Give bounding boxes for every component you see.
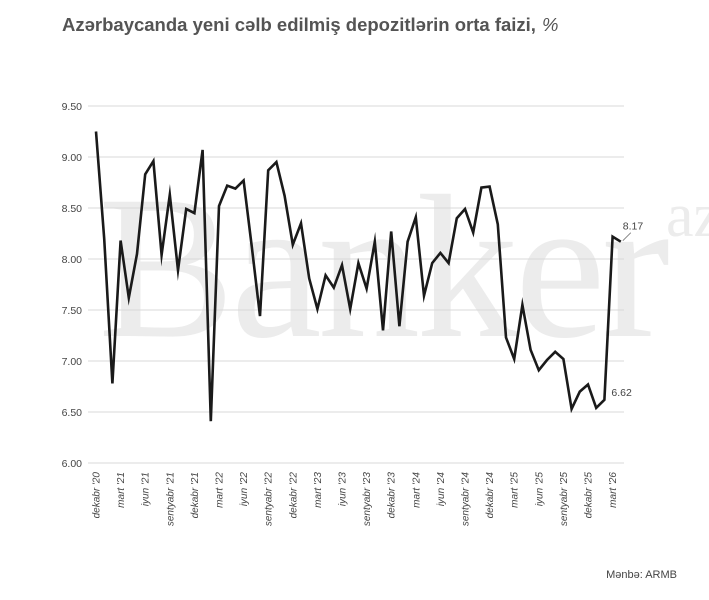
- x-tick-label: dekabr '21: [190, 472, 201, 518]
- y-tick-label: 9.50: [62, 101, 83, 113]
- chart-title-unit: %: [541, 14, 559, 35]
- annotation-leader: [622, 232, 632, 241]
- x-tick-label: sentyabr '21: [165, 472, 176, 526]
- series-line: [94, 131, 622, 422]
- x-tick-label: iyun '23: [338, 472, 349, 507]
- y-tick-label: 7.00: [62, 356, 83, 368]
- x-tick-label: dekabr '20: [92, 472, 103, 519]
- x-tick-label: mart '21: [116, 472, 127, 508]
- data-label: 8.17: [623, 221, 644, 233]
- chart-title: Azərbaycanda yeni cəlb edilmiş depozitlə…: [62, 14, 558, 36]
- x-tick-label: iyun '22: [239, 472, 250, 507]
- y-tick-label: 6.00: [62, 458, 83, 470]
- source-note: Mənbə: ARMB: [606, 569, 677, 581]
- series-layer: [94, 131, 622, 422]
- x-tick-label: dekabr '24: [485, 472, 496, 519]
- x-tick-label: dekabr '23: [387, 472, 398, 519]
- x-tick-label: mart '22: [215, 472, 226, 508]
- gridlines: [88, 105, 624, 464]
- y-tick-label: 8.50: [62, 203, 83, 215]
- watermark-suffix: az: [665, 182, 709, 250]
- x-tick-label: mart '25: [510, 472, 521, 508]
- watermark: Bankeraz: [98, 150, 709, 386]
- x-tick-label: iyun '25: [534, 472, 545, 507]
- x-tick-label: iyun '24: [436, 472, 447, 507]
- y-tick-label: 6.50: [62, 407, 83, 419]
- x-axis: dekabr '20 mart '21 iyun '21 sentyabr '21 de…: [92, 472, 620, 527]
- x-tick-label: sentyabr '24: [461, 472, 472, 527]
- annotations: 8.17 6.62: [611, 221, 643, 399]
- x-tick-label: sentyabr '22: [264, 472, 275, 527]
- x-tick-label: sentyabr '23: [362, 472, 373, 527]
- x-tick-label: dekabr '22: [288, 472, 299, 519]
- y-tick-label: 9.00: [62, 152, 83, 164]
- x-tick-label: mart '24: [411, 472, 422, 508]
- y-axis: 9.50 9.00 8.50 8.00 7.50 7.00 6.50 6.00: [62, 101, 83, 470]
- x-tick-label: iyun '21: [141, 472, 152, 506]
- x-tick-label: mart '23: [313, 472, 324, 508]
- data-label: 6.62: [611, 387, 632, 399]
- watermark-main: Banker: [98, 154, 670, 381]
- y-tick-label: 7.50: [62, 305, 83, 317]
- chart-title-text: Azərbaycanda yeni cəlb edilmiş depozitlə…: [62, 14, 536, 35]
- x-tick-label: mart '26: [608, 472, 619, 508]
- x-tick-label: dekabr '25: [584, 472, 595, 519]
- y-tick-label: 8.00: [62, 254, 83, 266]
- x-tick-label: sentyabr '25: [559, 472, 570, 527]
